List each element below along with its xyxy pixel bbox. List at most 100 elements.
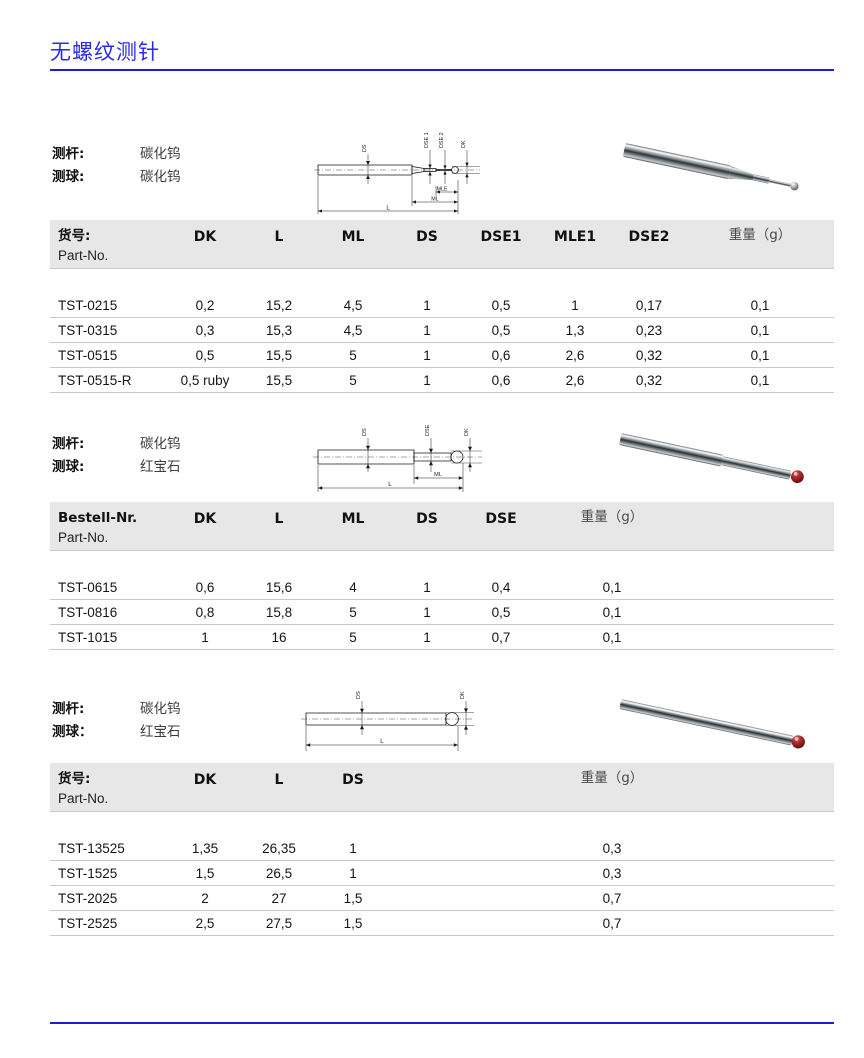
header-dim-ml: ML — [341, 511, 365, 527]
cell-empty — [390, 836, 464, 861]
cell-ml: 5 — [316, 599, 390, 625]
dim-label-l: L — [380, 738, 384, 745]
cell-dse2: 0,23 — [612, 317, 686, 343]
cell-weight: 0,1 — [686, 293, 834, 318]
cell-empty — [686, 599, 834, 625]
header-weight: 重量（g） — [580, 509, 644, 525]
cell-ml: 5 — [316, 342, 390, 368]
cell-partno: TST-1015 — [50, 624, 168, 650]
cell-empty — [686, 624, 834, 650]
header-partno: Bestell-Nr. Part-No. — [50, 502, 168, 551]
cell-weight: 0,1 — [538, 599, 686, 625]
cell-dse: 0,7 — [464, 624, 538, 650]
table-row: TST-0215 0,2 15,2 4,5 1 0,5 1 0,17 0,1 — [50, 293, 834, 318]
table-header-row: 货号: Part-No. DK L DS 重量（g） — [50, 763, 834, 812]
cell-ds: 1 — [390, 367, 464, 393]
product-table-stepped-carbide: 货号: Part-No. DK L ML DS DSE1 MLE1 DSE2 重… — [50, 220, 834, 393]
cell-dk: 0,3 — [168, 317, 242, 343]
header-empty — [686, 763, 834, 812]
cell-l: 15,8 — [242, 599, 316, 625]
cell-weight: 0,1 — [686, 367, 834, 393]
cell-empty — [390, 910, 464, 936]
cell-dk: 0,8 — [168, 599, 242, 625]
spec-value-stem: 碳化钨 — [140, 701, 181, 717]
cell-partno: TST-0515-R — [50, 367, 168, 393]
spec-row-stem: 测杆: 碳化钨 — [52, 697, 292, 720]
cell-dse1: 0,6 — [464, 342, 538, 368]
cell-weight: 0,1 — [686, 342, 834, 368]
header-dim-ml: ML — [341, 229, 365, 245]
cell-dse2: 0,32 — [612, 342, 686, 368]
header-dim-mle1: MLE1 — [553, 229, 597, 245]
cell-empty — [464, 885, 538, 911]
cell-l: 27,5 — [242, 910, 316, 936]
table-row: TST-0515-R 0,5 ruby 15,5 5 1 0,6 2,6 0,3… — [50, 367, 834, 393]
tapered-stylus-dimension-drawing: DS DSE DK ML L — [310, 414, 488, 499]
cell-partno: TST-0315 — [50, 317, 168, 343]
spec-label-stem: 测杆: — [52, 146, 85, 162]
cell-dk: 1 — [168, 624, 242, 650]
cell-partno: TST-2525 — [50, 910, 168, 936]
dim-label-l: L — [388, 481, 392, 488]
header-rule — [50, 69, 834, 71]
table-header-row: 货号: Part-No. DK L ML DS DSE1 MLE1 DSE2 重… — [50, 220, 834, 269]
spec-value-ball: 红宝石 — [140, 724, 181, 740]
cell-empty — [464, 836, 538, 861]
cell-dk: 2 — [168, 885, 242, 911]
cell-weight: 0,3 — [538, 836, 686, 861]
product-table-ruby-ball: Bestell-Nr. Part-No. DK L ML DS DSE 重量（g… — [50, 502, 834, 650]
cell-ds: 1,5 — [316, 910, 390, 936]
header-weight: 重量（g） — [580, 770, 644, 786]
dim-label-ml: ML — [431, 197, 439, 203]
cell-dse2: 0,32 — [612, 367, 686, 393]
header-partno-line1: 货号: — [58, 227, 91, 244]
header-dim-ds: DS — [342, 772, 364, 788]
table-spacer — [50, 550, 834, 575]
spec-label-stem: 测杆: — [52, 701, 85, 717]
straight-stylus-dimension-drawing: DS DK L — [296, 679, 478, 760]
cell-dse1: 0,5 — [464, 317, 538, 343]
table-row: TST-13525 1,35 26,35 1 0,3 — [50, 836, 834, 861]
header-partno: 货号: Part-No. — [50, 220, 168, 269]
cell-l: 27 — [242, 885, 316, 911]
cell-empty — [686, 910, 834, 936]
table-row: TST-0816 0,8 15,8 5 1 0,5 0,1 — [50, 599, 834, 625]
carbide-stylus-photo — [608, 134, 820, 211]
dim-label-ds: DS — [356, 691, 362, 699]
cell-partno: TST-0816 — [50, 599, 168, 625]
cell-empty — [464, 860, 538, 886]
cell-dse1: 0,5 — [464, 293, 538, 318]
spec-block: 测杆: 碳化钨 测球: 碳化钨 — [52, 142, 292, 188]
dim-label-mle: MLE — [436, 187, 447, 193]
cell-weight: 0,1 — [538, 624, 686, 650]
cell-dk: 0,5 — [168, 342, 242, 368]
table-row: TST-1015 1 16 5 1 0,7 0,1 — [50, 624, 834, 650]
cell-l: 26,35 — [242, 836, 316, 861]
cell-dk: 0,5 ruby — [168, 367, 242, 393]
dim-label-dse: DSE — [425, 424, 431, 436]
table-row: TST-0515 0,5 15,5 5 1 0,6 2,6 0,32 0,1 — [50, 342, 834, 368]
cell-l: 15,3 — [242, 317, 316, 343]
cell-dk: 0,2 — [168, 293, 242, 318]
cell-empty — [464, 910, 538, 936]
header-dim-dk: DK — [193, 772, 217, 788]
spec-row-ball: 测球: 红宝石 — [52, 455, 292, 478]
cell-empty — [390, 885, 464, 911]
spec-row-ball: 测球： 红宝石 — [52, 720, 292, 743]
cell-empty — [686, 860, 834, 886]
cell-ml: 5 — [316, 367, 390, 393]
header-dim-dse1: DSE1 — [480, 229, 522, 245]
page-title: 无螺纹测针 — [50, 40, 160, 64]
cell-ds: 1 — [390, 317, 464, 343]
cell-l: 15,5 — [242, 367, 316, 393]
cell-weight: 0,3 — [538, 860, 686, 886]
cell-mle1: 2,6 — [538, 367, 612, 393]
cell-empty — [686, 575, 834, 600]
cell-l: 15,6 — [242, 575, 316, 600]
spec-label-stem: 测杆: — [52, 436, 85, 452]
cell-mle1: 2,6 — [538, 342, 612, 368]
spec-label-ball: 测球: — [52, 459, 85, 475]
cell-dk: 1,5 — [168, 860, 242, 886]
table-row: TST-2525 2,5 27,5 1,5 0,7 — [50, 910, 834, 936]
footer-rule — [50, 1022, 834, 1024]
